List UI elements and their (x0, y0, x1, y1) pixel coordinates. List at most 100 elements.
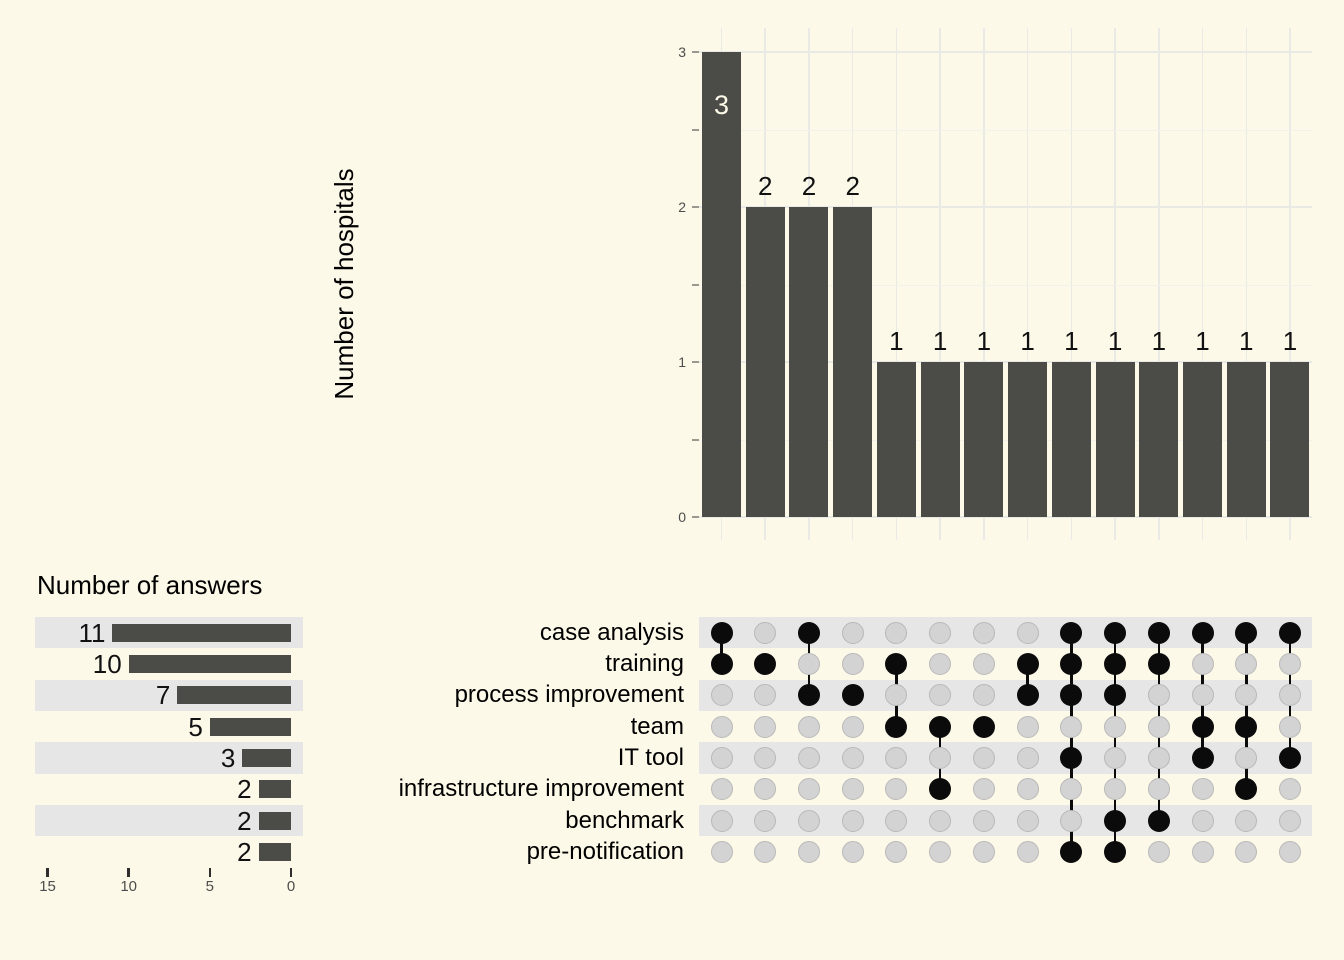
y-tick-mark (692, 361, 699, 363)
membership-matrix-panel (699, 617, 1312, 868)
matrix-dot-empty (1104, 715, 1127, 738)
grid-line-major (699, 361, 1312, 363)
matrix-dot-filled (1104, 653, 1127, 676)
y-tick-label: 0 (678, 509, 686, 525)
matrix-dot-empty (1278, 809, 1301, 832)
connector-line (720, 632, 723, 665)
intersection-bar (702, 52, 741, 517)
matrix-dot-empty (1235, 653, 1258, 676)
matrix-dot-empty (1147, 778, 1170, 801)
matrix-dot-filled (1147, 653, 1170, 676)
connector-line (1070, 632, 1073, 853)
matrix-dot-empty (1060, 715, 1083, 738)
matrix-dot-empty (754, 684, 777, 707)
y-tick-mark (692, 283, 699, 286)
intersection-count-label: 1 (1282, 326, 1298, 356)
y-tick-mark (692, 128, 699, 131)
matrix-dot-empty (1147, 684, 1170, 707)
x-tick-mark (127, 868, 130, 877)
matrix-dot-empty (710, 809, 733, 832)
matrix-dot-filled (885, 715, 908, 738)
row-stripe (699, 679, 1312, 712)
set-row-label: training (605, 650, 684, 678)
matrix-dot-empty (1016, 778, 1039, 801)
matrix-dot-empty (1060, 809, 1083, 832)
matrix-dot-empty (885, 778, 908, 801)
matrix-dot-empty (710, 841, 733, 864)
matrix-dot-empty (797, 747, 820, 770)
grid-line-vertical (1158, 28, 1160, 540)
matrix-dot-filled (1235, 715, 1258, 738)
matrix-dot-empty (885, 684, 908, 707)
matrix-dot-empty (972, 684, 995, 707)
matrix-dot-empty (710, 684, 733, 707)
matrix-dot-empty (1104, 747, 1127, 770)
matrix-dot-filled (1060, 747, 1083, 770)
matrix-dot-empty (1060, 778, 1083, 801)
matrix-dot-filled (754, 653, 777, 676)
matrix-dot-empty (841, 809, 864, 832)
intersection-bar (1183, 362, 1223, 517)
row-stripe (699, 617, 1312, 649)
intersection-count-label: 1 (976, 326, 992, 356)
grid-line-vertical (1201, 28, 1204, 540)
matrix-dot-empty (1016, 621, 1039, 644)
intersection-bar (876, 362, 916, 517)
matrix-dot-empty (929, 653, 952, 676)
intersection-count-label: 1 (932, 326, 948, 356)
matrix-dot-empty (1016, 715, 1039, 738)
intersection-bar (789, 207, 829, 517)
x-tick-mark (289, 868, 293, 877)
grid-line-minor (699, 439, 1312, 441)
intersection-bar (1226, 362, 1266, 517)
matrix-dot-empty (1278, 684, 1301, 707)
matrix-dot-empty (841, 715, 864, 738)
grid-line-major (699, 206, 1312, 208)
matrix-dot-filled (1104, 684, 1127, 707)
matrix-dot-filled (1147, 809, 1170, 832)
matrix-dot-empty (929, 684, 952, 707)
matrix-dot-filled (1191, 621, 1214, 644)
matrix-dot-empty (1016, 809, 1039, 832)
matrix-dot-filled (841, 684, 864, 707)
matrix-dot-empty (1191, 653, 1214, 676)
set-size-count-label: 2 (237, 774, 252, 805)
row-stripe (699, 742, 1312, 774)
matrix-dot-empty (972, 747, 995, 770)
matrix-dot-empty (841, 841, 864, 864)
set-size-count-label: 2 (237, 805, 252, 836)
matrix-dot-filled (797, 684, 820, 707)
y-tick-label: 2 (678, 199, 686, 215)
set-size-bar (112, 623, 291, 642)
matrix-dot-filled (1060, 653, 1083, 676)
matrix-dot-empty (841, 778, 864, 801)
intersection-count-label: 1 (1107, 326, 1123, 356)
set-size-count-label: 10 (92, 649, 122, 680)
matrix-dot-empty (797, 778, 820, 801)
matrix-dot-empty (754, 809, 777, 832)
matrix-dot-empty (1191, 684, 1214, 707)
matrix-dot-empty (1278, 653, 1301, 676)
matrix-dot-filled (1147, 621, 1170, 644)
set-row-label: case analysis (539, 618, 684, 646)
matrix-dot-empty (885, 809, 908, 832)
matrix-dot-empty (1191, 809, 1214, 832)
matrix-dot-empty (1016, 841, 1039, 864)
set-row-label: team (630, 712, 684, 740)
matrix-dot-empty (929, 747, 952, 770)
matrix-dot-filled (929, 778, 952, 801)
grid-line-minor (699, 129, 1312, 131)
connector-line (1245, 632, 1248, 790)
matrix-dot-filled (710, 621, 733, 644)
matrix-dot-empty (885, 747, 908, 770)
grid-line-vertical (1289, 28, 1291, 540)
matrix-dot-filled (797, 621, 820, 644)
x-tick-label: 5 (205, 878, 215, 895)
y-tick-mark (692, 51, 699, 53)
matrix-dot-empty (1235, 747, 1258, 770)
set-row-label: IT tool (617, 744, 684, 772)
matrix-dot-empty (797, 715, 820, 738)
matrix-dot-empty (797, 653, 820, 676)
y-tick-mark (692, 516, 699, 518)
